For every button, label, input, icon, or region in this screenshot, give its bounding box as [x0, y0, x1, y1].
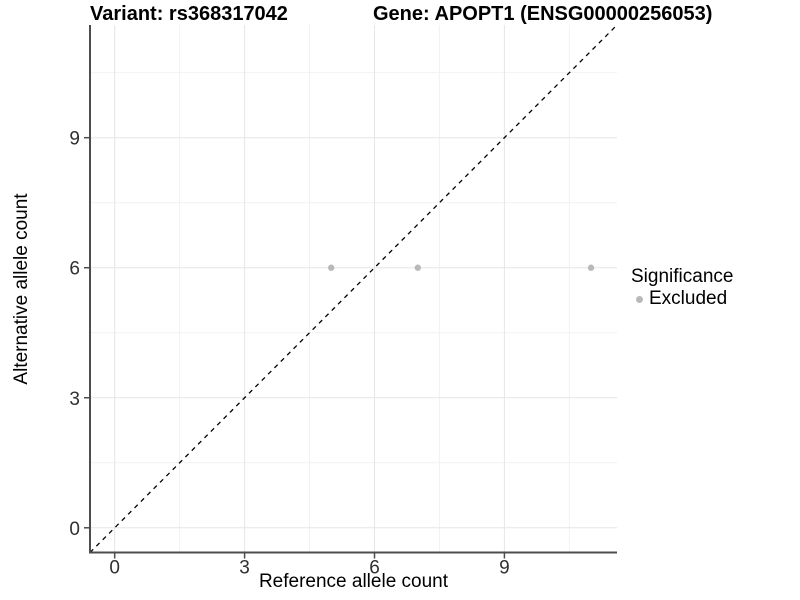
identity-line — [89, 24, 618, 553]
data-point — [414, 264, 422, 271]
x-axis-title: Reference allele count — [258, 571, 449, 592]
legend: Significance Excluded — [631, 266, 733, 310]
legend-item-excluded: Excluded — [631, 288, 733, 310]
y-tick-label: 3 — [69, 389, 80, 410]
x-tick-label: 3 — [239, 558, 250, 579]
y-tick-label: 6 — [69, 259, 80, 280]
x-tick-label: 9 — [499, 558, 510, 579]
y-tick-label: 0 — [69, 519, 80, 540]
x-tick-label: 6 — [369, 558, 380, 579]
plot-title-gene: Gene: APOPT1 (ENSG00000256053) — [373, 3, 713, 25]
plot-title-variant: Variant: rs368317042 — [90, 3, 288, 25]
legend-point-icon — [636, 295, 643, 303]
x-tick-label: 0 — [109, 558, 120, 579]
data-point — [587, 264, 595, 271]
legend-title: Significance — [631, 266, 734, 287]
data-point — [327, 264, 335, 271]
y-axis-title: Alternative allele count — [11, 193, 32, 385]
legend-item-label: Excluded — [649, 288, 728, 309]
y-tick-label: 9 — [69, 129, 80, 150]
